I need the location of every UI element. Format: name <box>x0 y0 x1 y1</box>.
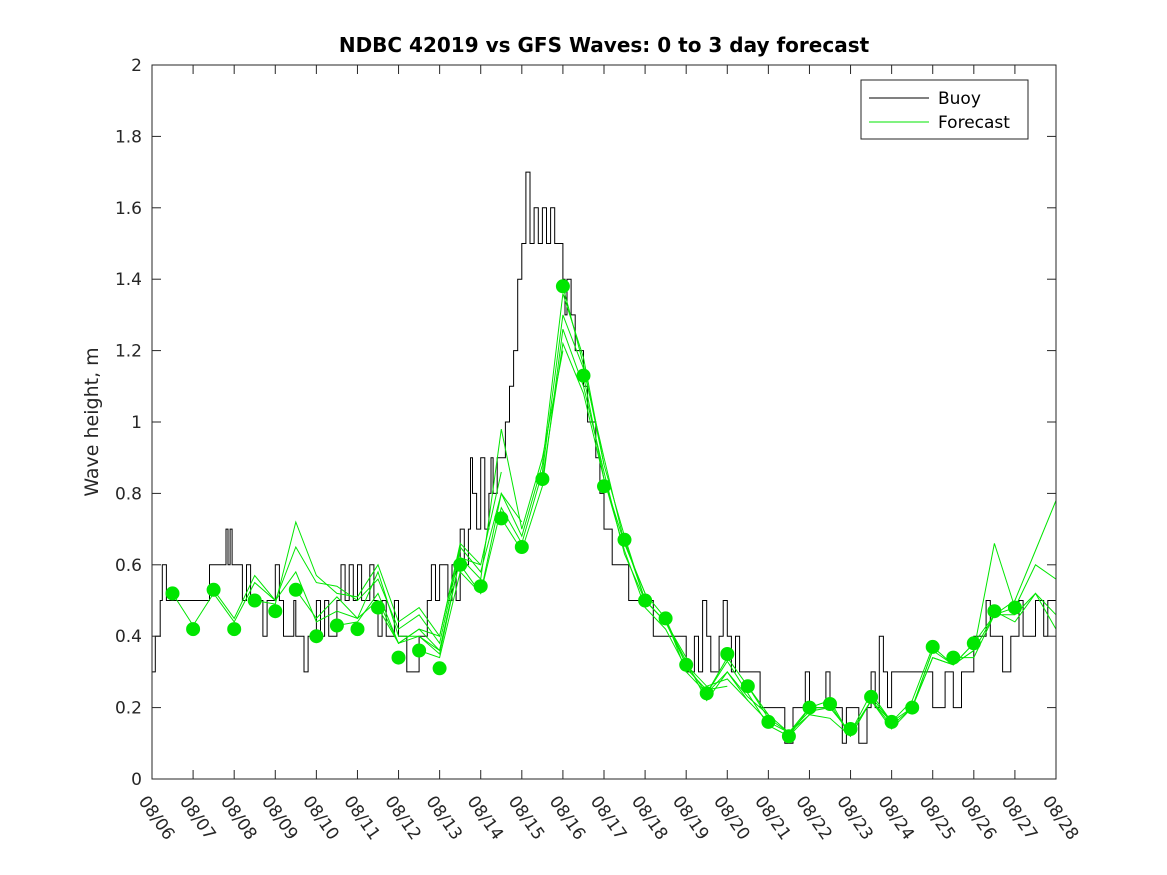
forecast-point <box>802 700 817 715</box>
forecast-point <box>864 689 879 704</box>
y-tick-label: 1.6 <box>115 199 142 219</box>
forecast-point <box>925 639 940 654</box>
legend-buoy-label: Buoy <box>938 89 981 109</box>
forecast-run-line-21 <box>994 592 1057 630</box>
forecast-point <box>781 729 796 744</box>
forecast-point <box>206 582 221 597</box>
y-tick-label: 0.8 <box>115 484 142 504</box>
y-axis-label: Wave height, m <box>81 347 103 496</box>
series-layer <box>152 171 1057 744</box>
y-tick-label: 1.2 <box>115 342 142 362</box>
y-tick-label: 1.4 <box>115 270 142 290</box>
forecast-run-line-4 <box>336 492 523 645</box>
forecast-point <box>946 650 961 665</box>
forecast-point <box>329 618 344 633</box>
forecast-run-line-5 <box>377 350 564 652</box>
chart-title: NDBC 42019 vs GFS Waves: 0 to 3 day fore… <box>339 33 870 57</box>
forecast-run-line-13 <box>665 618 851 737</box>
forecast-point <box>843 722 858 736</box>
forecast-point <box>453 557 468 572</box>
forecast-point <box>699 686 714 701</box>
forecast-point <box>186 622 201 637</box>
forecast-run-line-12 <box>624 539 810 734</box>
y-tick-label: 0.6 <box>115 556 142 576</box>
forecast-point <box>884 714 899 729</box>
forecast-point <box>391 650 406 665</box>
forecast-point <box>309 629 324 644</box>
y-tick-label: 0.4 <box>115 627 142 647</box>
forecast-point <box>966 636 981 651</box>
forecast-point <box>576 368 591 383</box>
forecast-point <box>638 593 653 608</box>
plot-area <box>152 65 1056 779</box>
forecast-run-line-1 <box>213 545 461 645</box>
forecast-point <box>288 582 303 597</box>
forecast-point <box>371 600 385 615</box>
y-tick-label: 2 <box>131 56 142 76</box>
forecast-point <box>165 586 180 601</box>
forecast-point <box>514 540 529 554</box>
forecast-point <box>473 579 488 594</box>
forecast-point <box>227 622 242 637</box>
forecast-point <box>987 604 1002 619</box>
forecast-point <box>658 611 673 626</box>
forecast-point <box>617 532 632 547</box>
y-tick-label: 1 <box>131 413 142 433</box>
forecast-point <box>1007 600 1022 615</box>
y-tick-label: 0.2 <box>115 699 142 719</box>
forecast-point <box>720 647 735 661</box>
legend: Buoy Forecast <box>860 79 1029 140</box>
forecast-point <box>268 604 283 619</box>
y-tick-label: 0 <box>131 770 142 790</box>
forecast-point <box>247 593 262 608</box>
forecast-run-line-3 <box>295 471 502 652</box>
forecast-point <box>535 472 550 487</box>
forecast-point <box>740 679 755 694</box>
legend-box <box>860 79 1029 140</box>
forecast-point <box>555 279 570 294</box>
forecast-run-line-17 <box>829 543 1016 738</box>
forecast-run-line-16 <box>788 642 975 737</box>
forecast-point <box>432 661 447 676</box>
forecast-run-line-15 <box>747 650 934 738</box>
y-tick-label: 1.8 <box>115 127 142 147</box>
forecast-point <box>597 479 611 494</box>
forecast-point <box>412 643 427 658</box>
forecast-point <box>905 700 920 715</box>
forecast-point <box>761 714 776 729</box>
forecast-run-line-11 <box>583 375 769 716</box>
forecast-run-line-18 <box>870 500 1057 723</box>
forecast-run-line-0 <box>172 557 461 655</box>
forecast-point <box>679 657 694 672</box>
forecast-point <box>823 697 837 711</box>
forecast-run-line-19 <box>911 564 1057 708</box>
legend-forecast-label: Forecast <box>938 113 1010 133</box>
forecast-point <box>350 622 365 637</box>
forecast-point <box>494 511 509 526</box>
forecast-run-line-20 <box>953 592 1057 659</box>
